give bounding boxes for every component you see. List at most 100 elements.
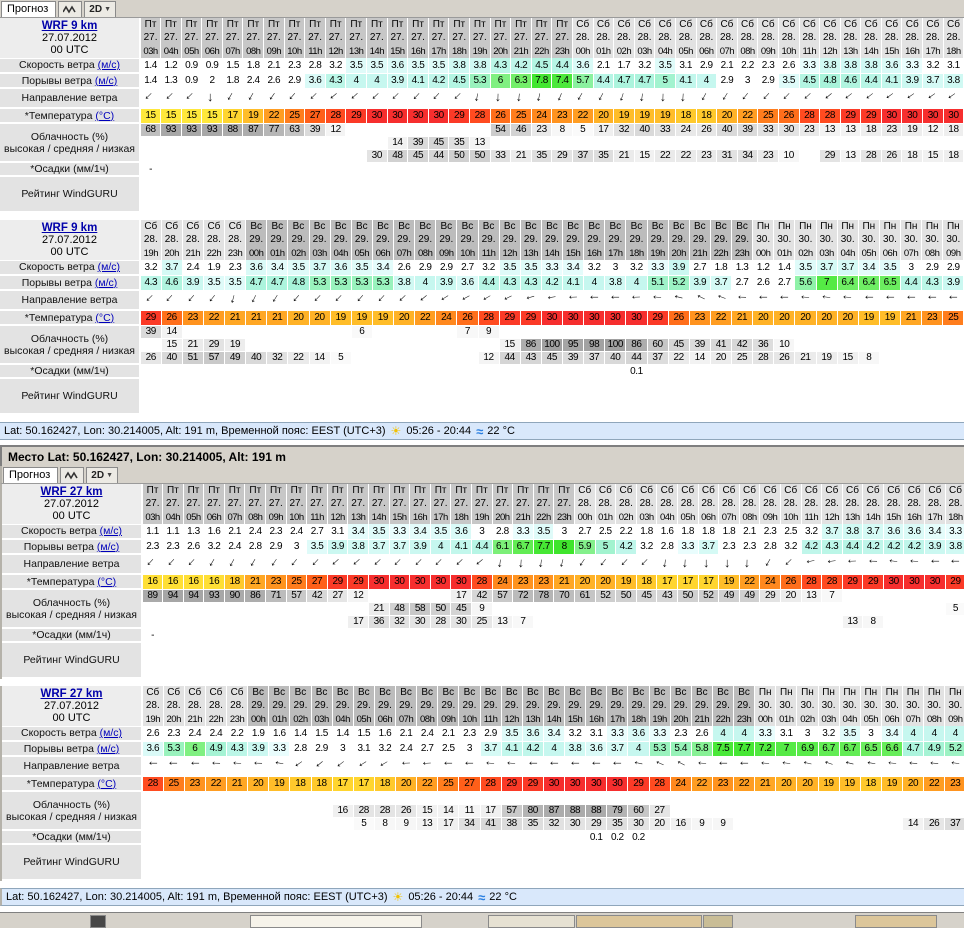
precipitation-cell [752, 364, 775, 379]
temperature-unit-link[interactable]: (°C) [97, 777, 117, 790]
cloud-high-cell [879, 325, 902, 339]
cloud-middle-cell [883, 602, 905, 616]
day-header-cell: Пт [469, 18, 491, 31]
model-link[interactable]: WRF 27 km [40, 485, 103, 498]
wind-speed-cell: 2.9 [696, 58, 718, 74]
wind-speed-cell: 2.1 [437, 726, 460, 742]
cloud-high-cell [203, 325, 226, 339]
precipitation-cell [456, 364, 479, 379]
wind-direction-arrow: → [483, 757, 498, 774]
wind-speed-unit-link[interactable]: (м/с) [97, 261, 120, 274]
wind-direction-cell: → [945, 554, 964, 575]
taskbar-item[interactable] [855, 915, 937, 928]
cloud-low-cell: 37 [583, 351, 606, 365]
cloud-high-cell [372, 325, 395, 339]
cloud-middle-cell [696, 136, 718, 150]
wind-gust-cell: 4.8 [819, 73, 841, 89]
wind-direction-arrow: → [188, 758, 202, 773]
wind-gust-cell: 4.7 [245, 275, 268, 291]
model-info-cell: WRF 27 km 27.07.2012 00 UTC [2, 686, 143, 727]
temperature-cell: 19 [351, 310, 373, 326]
cloud-low-cell [327, 615, 349, 629]
cloud-middle-cell [922, 136, 944, 150]
view-2d-dropdown[interactable]: 2D ▼ [86, 467, 119, 483]
temperature-cell: 22 [203, 310, 226, 326]
cloud-low-cell: 45 [407, 149, 429, 163]
day-header-cell: Вс [604, 220, 627, 233]
wind-gusts-unit-link[interactable]: (м/с) [96, 540, 120, 553]
wind-direction-cell: → [471, 554, 493, 575]
temperature-unit-link[interactable]: (°C) [95, 109, 115, 122]
taskbar-item[interactable] [488, 915, 575, 928]
temperature-cell: 20 [309, 310, 331, 326]
row-label-text: Скорость ветра [18, 59, 98, 72]
wind-direction-arrow: → [442, 758, 455, 773]
temperature-cell: 28 [821, 574, 843, 590]
wind-speed-unit-link[interactable]: (м/с) [99, 727, 122, 740]
hour-header-cell: 17h [430, 510, 452, 524]
hour-header-cell: 09h [942, 246, 964, 260]
wind-speed-cell: 1.8 [710, 260, 733, 276]
wind-direction-cell: → [759, 554, 781, 575]
tab-forecast[interactable]: Прогноз [3, 467, 59, 483]
wind-direction-arrow: → [330, 290, 351, 310]
model-link[interactable]: WRF 9 km [41, 221, 98, 234]
cloud-high-cell [564, 791, 587, 805]
cloud-low-cell [677, 615, 699, 629]
date-header-cell: 28. [821, 497, 843, 510]
taskbar-item[interactable] [90, 915, 106, 928]
hour-header-cell: 06h [372, 246, 395, 260]
cloud-high-cell [345, 123, 368, 137]
tab-forecast[interactable]: Прогноз [1, 1, 57, 17]
wind-gust-cell: 6.9 [796, 741, 819, 757]
hour-header-cell: 06h [696, 44, 718, 58]
wind-direction-arrow: → [369, 554, 389, 574]
taskbar-item[interactable] [703, 915, 733, 928]
view-2d-dropdown[interactable]: 2D ▼ [84, 1, 117, 17]
taskbar-item[interactable] [576, 915, 702, 928]
cloud-middle-cell [435, 338, 458, 352]
temperature-unit-link[interactable]: (°C) [97, 575, 117, 588]
day-header-cell: Вс [289, 686, 312, 699]
date-header-cell: 29. [627, 699, 650, 712]
wind-gusts-unit-link[interactable]: (м/с) [96, 742, 120, 755]
cloud-low-cell: 37 [647, 351, 669, 365]
temperature-cell: 23 [689, 310, 711, 326]
day-header-cell: Пт [201, 18, 223, 31]
cloud-low-cell [775, 817, 798, 831]
precipitation-cell [819, 162, 841, 177]
graph-view-button[interactable] [60, 467, 85, 483]
cloud-high-cell: 26 [696, 123, 718, 137]
cloud-low-cell: 21 [613, 149, 635, 163]
cloud-low-cell: 41 [480, 817, 502, 831]
wind-speed-unit-link[interactable]: (м/с) [97, 59, 120, 72]
model-link[interactable]: WRF 27 km [40, 687, 103, 700]
precipitation-cell [226, 830, 249, 845]
cloud-high-cell [668, 325, 690, 339]
precipitation-cell [921, 364, 944, 379]
wind-gusts-unit-link[interactable]: (м/с) [94, 276, 118, 289]
precipitation-cell [778, 162, 800, 177]
wind-gusts-unit-link[interactable]: (м/с) [94, 74, 118, 87]
temperature-unit-link[interactable]: (°C) [95, 311, 115, 324]
precipitation-cell [821, 628, 843, 643]
hour-header-cell: 05h [181, 44, 203, 58]
cloud-high-cell: 89 [142, 589, 164, 603]
cloud-low-cell: 19 [816, 351, 838, 365]
cloud-low-cell: 51 [182, 351, 204, 365]
date-header-cell: 28. [677, 497, 699, 510]
precipitation-cell [883, 628, 905, 643]
wind-direction-arrow: → [799, 88, 820, 108]
wind-gust-cell: 5.9 [574, 539, 596, 555]
precipitation-cell [512, 628, 534, 643]
taskbar-item[interactable] [250, 915, 422, 928]
model-link[interactable]: WRF 9 km [41, 19, 98, 32]
wind-speed-unit-link[interactable]: (м/с) [99, 525, 122, 538]
wind-gust-cell: 3.9 [387, 73, 409, 89]
hour-header-cell: 03h [140, 44, 162, 58]
cloud-low-cell [881, 817, 904, 831]
wind-direction-arrow: → [161, 290, 182, 310]
wind-gust-cell: 4.6 [840, 73, 862, 89]
wind-direction-arrow: → [348, 554, 368, 574]
graph-view-button[interactable] [58, 1, 83, 17]
